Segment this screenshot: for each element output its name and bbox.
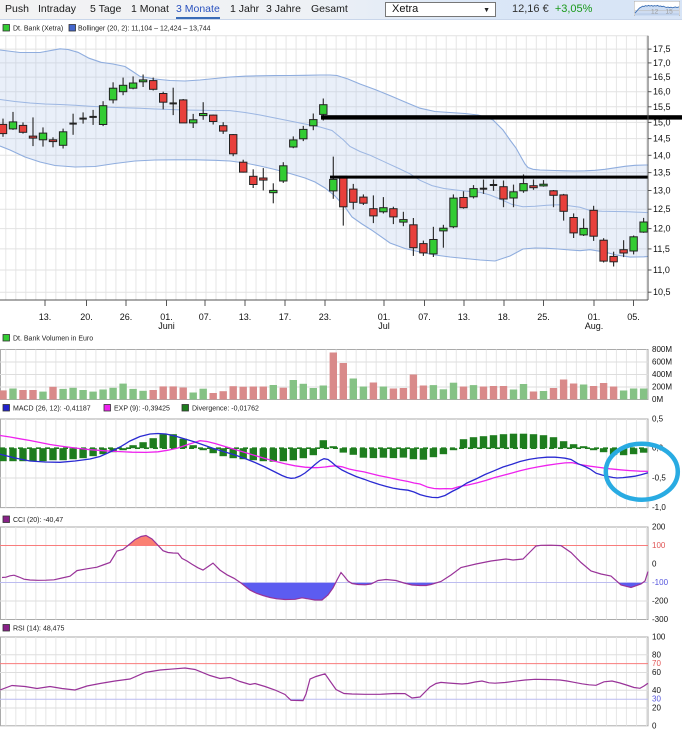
svg-text:60: 60 [652,668,661,677]
svg-text:17,0: 17,0 [653,58,671,68]
svg-text:07.: 07. [199,312,212,322]
svg-text:800M: 800M [652,345,672,354]
svg-text:14,5: 14,5 [653,134,671,144]
svg-text:15: 15 [666,9,674,16]
svg-text:Dt. Bank Volumen in Euro: Dt. Bank Volumen in Euro [13,336,93,343]
svg-text:Juni: Juni [158,321,175,331]
svg-text:CCI (20): -40,47: CCI (20): -40,47 [13,517,63,524]
svg-text:RSI (14): 48,475: RSI (14): 48,475 [13,626,64,633]
svg-text:70: 70 [652,659,661,668]
svg-text:0: 0 [652,721,657,730]
svg-text:15,5: 15,5 [653,102,671,112]
svg-text:0M: 0M [652,395,663,404]
svg-text:16,0: 16,0 [653,87,671,97]
svg-text:Jul: Jul [378,321,390,331]
svg-text:14,0: 14,0 [653,150,671,160]
svg-text:12,5: 12,5 [653,204,671,214]
svg-text:20.: 20. [80,312,93,322]
svg-text:13,0: 13,0 [653,186,671,196]
svg-text:25.: 25. [537,312,550,322]
svg-text:17,5: 17,5 [653,44,671,54]
svg-text:100: 100 [652,633,666,642]
svg-text:20: 20 [652,704,661,713]
svg-text:10,5: 10,5 [653,287,671,297]
svg-text:Aug.: Aug. [585,321,604,331]
svg-text:17.: 17. [279,312,292,322]
svg-text:01.: 01. [160,312,173,322]
svg-text:23.: 23. [319,312,332,322]
svg-text:01.: 01. [378,312,391,322]
svg-text:0,5: 0,5 [652,415,664,424]
svg-text:11,5: 11,5 [653,244,670,254]
svg-text:11,0: 11,0 [653,265,670,275]
svg-text:EXP (9): -0,39425: EXP (9): -0,39425 [114,406,170,413]
svg-text:13,5: 13,5 [653,168,671,178]
svg-text:12: 12 [651,9,659,16]
svg-text:100: 100 [652,541,666,550]
svg-text:13.: 13. [239,312,252,322]
svg-text:Bollinger (20, 2): 11,104 – 12: Bollinger (20, 2): 11,104 – 12,424 – 13,… [78,26,211,33]
svg-text:26.: 26. [120,312,133,322]
svg-text:18.: 18. [498,312,511,322]
svg-text:01.: 01. [588,312,601,322]
svg-text:-0,5: -0,5 [652,474,666,483]
svg-text:30: 30 [652,695,661,704]
svg-text:13.: 13. [39,312,52,322]
svg-text:-200: -200 [652,597,669,606]
svg-text:13.: 13. [458,312,471,322]
svg-text:16,5: 16,5 [653,72,671,82]
svg-text:80: 80 [652,650,661,659]
svg-text:12,0: 12,0 [653,224,671,234]
svg-text:40: 40 [652,686,661,695]
svg-text:400M: 400M [652,370,672,379]
svg-text:05.: 05. [627,312,640,322]
svg-text:0: 0 [652,560,657,569]
svg-text:600M: 600M [652,358,672,367]
svg-text:15,0: 15,0 [653,117,671,127]
svg-text:200M: 200M [652,383,672,392]
svg-text:-100: -100 [652,578,669,587]
svg-text:Divergence: -0,01762: Divergence: -0,01762 [192,406,259,413]
svg-text:MACD (26, 12): -0,41187: MACD (26, 12): -0,41187 [13,406,91,413]
svg-text:-1,0: -1,0 [652,503,666,512]
svg-text:07.: 07. [418,312,431,322]
svg-text:-300: -300 [652,615,669,624]
svg-text:200: 200 [652,523,666,532]
svg-text:Dt. Bank (Xetra): Dt. Bank (Xetra) [13,26,63,33]
